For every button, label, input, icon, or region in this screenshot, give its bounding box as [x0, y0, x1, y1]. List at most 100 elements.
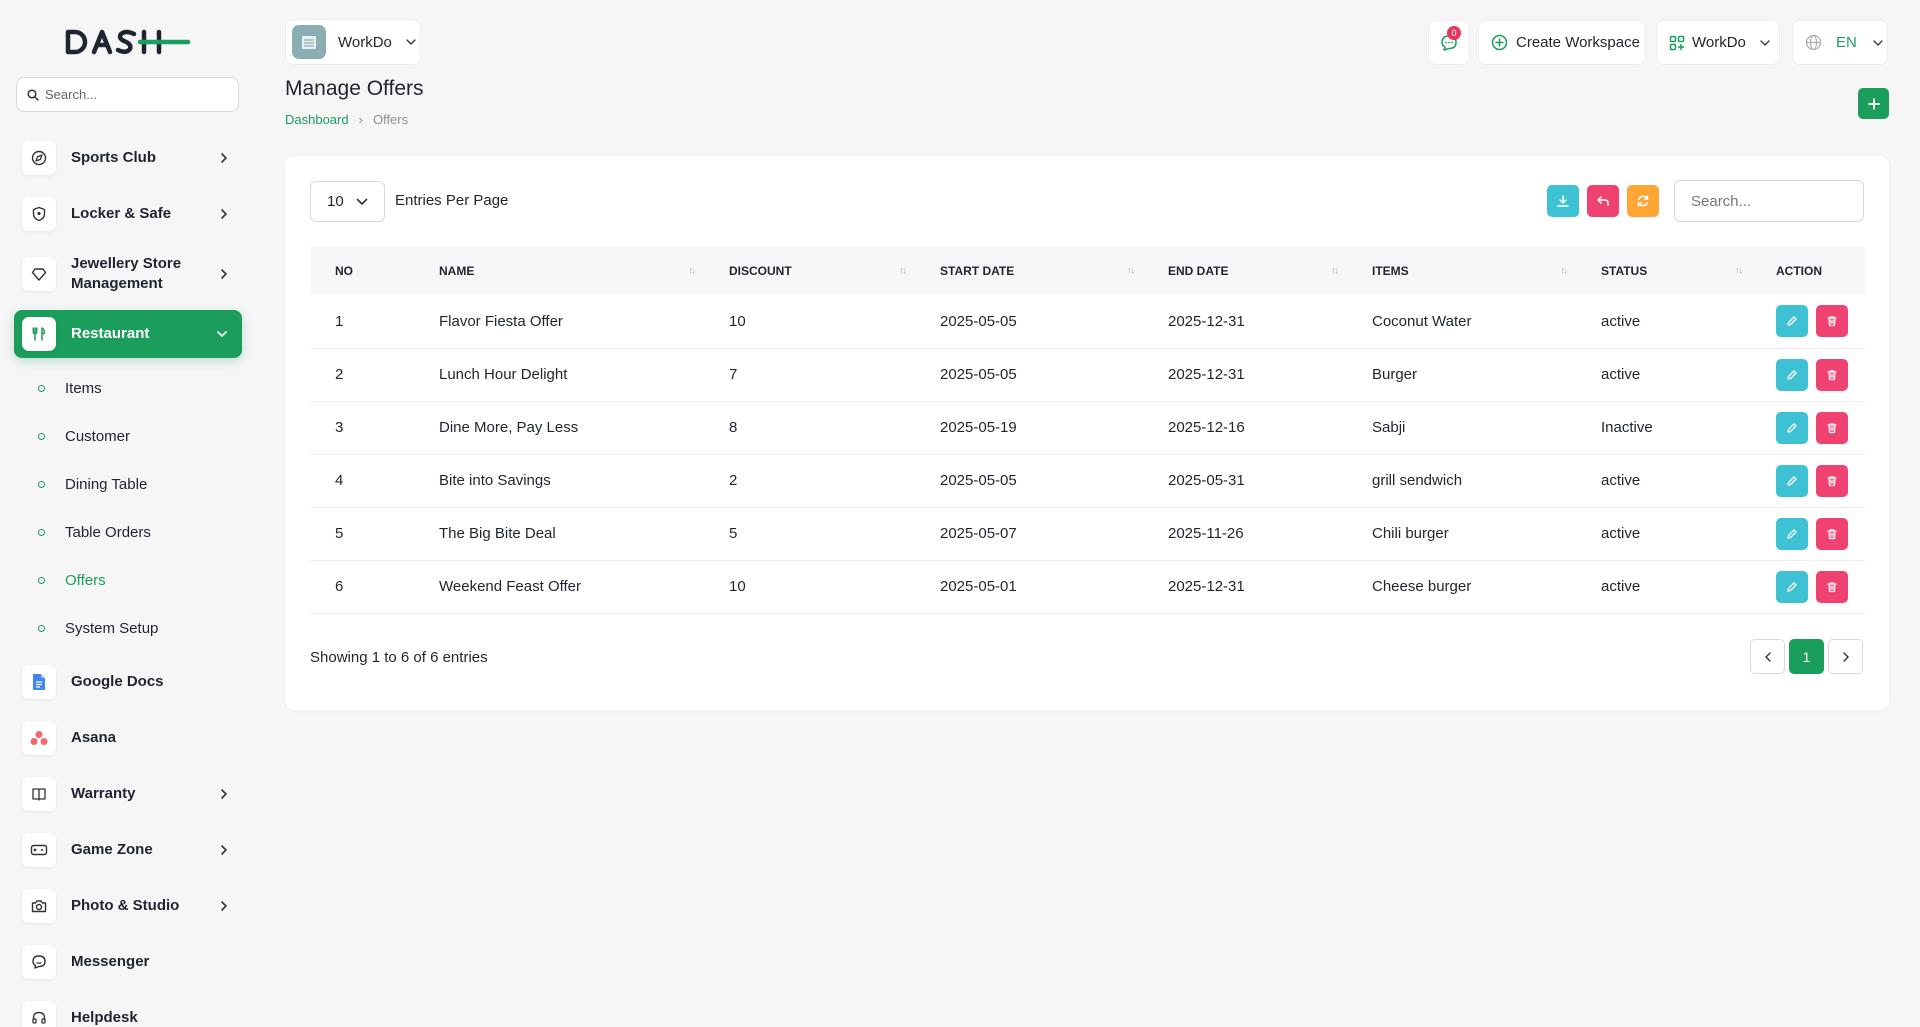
edit-button[interactable] — [1776, 305, 1808, 338]
breadcrumb-current: Offers — [372, 112, 409, 127]
export-button[interactable] — [1547, 185, 1579, 217]
column-header-status[interactable]: STATUS ↑↓ — [1601, 264, 1743, 278]
reload-button[interactable] — [1627, 185, 1659, 217]
workspace-name: WorkDo — [338, 33, 392, 51]
dash-logo[interactable] — [64, 24, 192, 60]
chevron-right-icon — [221, 789, 228, 799]
column-header-start-date[interactable]: START DATE ↑↓ — [940, 264, 1135, 278]
language-dropdown[interactable]: EN — [1792, 20, 1888, 65]
create-workspace-button[interactable]: Create Workspace — [1478, 20, 1646, 65]
trash-icon — [1827, 422, 1837, 433]
sidebar-item-locker-safe[interactable]: Locker & Safe — [14, 190, 242, 238]
cell-name: Bite into Savings — [414, 454, 704, 508]
next-page-button[interactable] — [1828, 639, 1863, 674]
edit-button[interactable] — [1776, 570, 1808, 603]
entries-per-page-select[interactable]: 10 — [310, 181, 385, 222]
column-header-items[interactable]: ITEMS ↑↓ — [1372, 264, 1568, 278]
cell-discount: 10 — [704, 560, 915, 614]
sort-icon: ↑↓ — [1127, 265, 1135, 277]
cell-no: 4 — [310, 454, 414, 508]
cell-end-date: 2025-12-16 — [1143, 401, 1347, 455]
workspace-dropdown[interactable]: WorkDo — [1656, 20, 1780, 65]
submenu-item-system-setup[interactable]: System Setup — [14, 604, 242, 652]
column-header-discount[interactable]: DISCOUNT ↑↓ — [729, 264, 907, 278]
cell-name: Flavor Fiesta Offer — [414, 295, 704, 349]
submenu-item-label: Dining Table — [65, 475, 148, 493]
cell-end-date: 2025-12-31 — [1143, 295, 1347, 349]
cell-no: 1 — [310, 295, 414, 349]
breadcrumb-dashboard-link[interactable]: Dashboard — [285, 112, 349, 127]
shield-icon — [22, 197, 56, 231]
workspace-switcher[interactable]: WorkDo — [285, 19, 421, 65]
delete-button[interactable] — [1816, 464, 1848, 497]
edit-button[interactable] — [1776, 358, 1808, 391]
cell-status: Inactive — [1576, 401, 1751, 455]
table-row: 4 Bite into Savings 2 2025-05-05 2025-05… — [310, 454, 1865, 508]
submenu-item-label: System Setup — [65, 619, 159, 637]
bullet-icon — [38, 480, 45, 488]
delete-button[interactable] — [1816, 517, 1848, 550]
sidebar-item-restaurant[interactable]: Restaurant — [14, 310, 242, 358]
pencil-icon — [1787, 422, 1797, 433]
column-header-name[interactable]: NAME ↑↓ — [439, 264, 696, 278]
add-offer-button[interactable] — [1858, 88, 1889, 119]
edit-button[interactable] — [1776, 411, 1808, 444]
sidebar-item-google-docs[interactable]: Google Docs — [14, 658, 242, 706]
submenu-item-table-orders[interactable]: Table Orders — [14, 508, 242, 556]
column-header-no[interactable]: NO — [335, 264, 353, 278]
sidebar-item-label: Restaurant — [71, 325, 150, 342]
cell-discount: 5 — [704, 507, 915, 561]
submenu-item-items[interactable]: Items — [14, 364, 242, 412]
messages-button[interactable]: 0 — [1428, 20, 1470, 65]
table-search-input[interactable] — [1674, 180, 1864, 222]
sidebar-search[interactable] — [16, 77, 239, 112]
delete-button[interactable] — [1816, 358, 1848, 391]
sidebar-item-asana[interactable]: Asana — [14, 714, 242, 762]
table-row: 3 Dine More, Pay Less 8 2025-05-19 2025-… — [310, 401, 1865, 455]
sidebar-item-photo-studio[interactable]: Photo & Studio — [14, 882, 242, 930]
cell-discount: 7 — [704, 348, 915, 402]
cell-items: grill sendwich — [1347, 454, 1576, 508]
sidebar-item-label: Locker & Safe — [71, 205, 172, 222]
edit-button[interactable] — [1776, 517, 1808, 550]
sidebar-item-warranty[interactable]: Warranty — [14, 770, 242, 818]
cell-discount: 10 — [704, 295, 915, 349]
chevron-right-icon — [221, 209, 228, 219]
chat-icon — [22, 945, 56, 979]
sidebar-item-label: Jewellery Store Management — [71, 255, 182, 292]
delete-button[interactable] — [1816, 411, 1848, 444]
sidebar-item-label: Helpdesk — [71, 1009, 138, 1026]
sidebar-nav: Sports Club Locker & Safe Jewellery Stor… — [14, 134, 242, 1027]
cell-items: Chili burger — [1347, 507, 1576, 561]
submenu-item-offers[interactable]: Offers — [14, 556, 242, 604]
compass-icon — [22, 141, 56, 175]
cell-no: 6 — [310, 560, 414, 614]
sidebar-item-helpdesk[interactable]: Helpdesk — [14, 994, 242, 1027]
previous-page-button[interactable] — [1750, 639, 1785, 674]
edit-button[interactable] — [1776, 464, 1808, 497]
pencil-icon — [1787, 528, 1797, 539]
sidebar-item-label: Google Docs — [71, 673, 164, 690]
offers-table: NO NAME ↑↓ DISCOUNT ↑↓ START DATE ↑↓ END DA… — [310, 247, 1865, 614]
sidebar-item-sports-club[interactable]: Sports Club — [14, 134, 242, 182]
sidebar-item-game-zone[interactable]: Game Zone — [14, 826, 242, 874]
cell-items: Coconut Water — [1347, 295, 1576, 349]
cell-action — [1751, 507, 1865, 561]
trash-icon — [1827, 369, 1837, 380]
sort-icon: ↑↓ — [1331, 265, 1339, 277]
dash-logo-mark — [65, 29, 191, 55]
sidebar-search-input[interactable] — [45, 87, 225, 102]
bullet-icon — [38, 528, 45, 536]
delete-button[interactable] — [1816, 570, 1848, 603]
sidebar-item-jewellery-store[interactable]: Jewellery Store Management — [14, 246, 242, 302]
page-button-current[interactable]: 1 — [1789, 639, 1824, 674]
submenu-item-dining-table[interactable]: Dining Table — [14, 460, 242, 508]
submenu-item-customer[interactable]: Customer — [14, 412, 242, 460]
cell-start-date: 2025-05-07 — [915, 507, 1143, 561]
column-header-end-date[interactable]: END DATE ↑↓ — [1168, 264, 1339, 278]
reset-button[interactable] — [1587, 185, 1619, 217]
cell-action — [1751, 454, 1865, 508]
cell-status: active — [1576, 454, 1751, 508]
delete-button[interactable] — [1816, 305, 1848, 338]
sidebar-item-messenger[interactable]: Messenger — [14, 938, 242, 986]
